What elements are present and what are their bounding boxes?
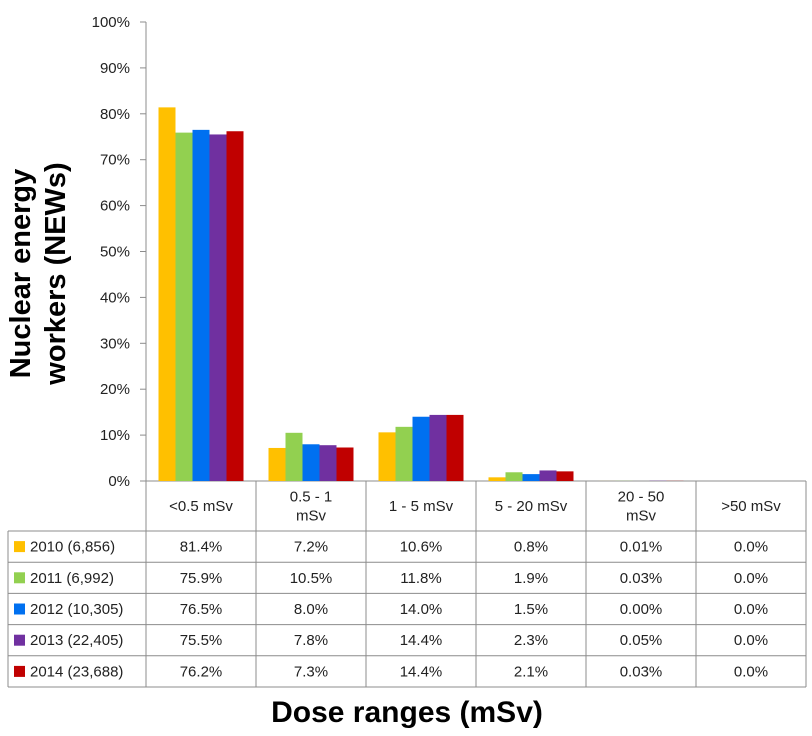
y-tick-label: 60% — [100, 198, 130, 215]
y-tick-label: 100% — [92, 14, 130, 31]
legend-series-name: 2010 (6,856) — [30, 539, 115, 556]
bar — [176, 133, 193, 481]
data-table-cell: 0.0% — [734, 539, 768, 556]
data-table-cell: 0.00% — [620, 601, 663, 618]
bar — [447, 415, 464, 481]
bar — [320, 445, 337, 481]
bar — [227, 131, 244, 481]
bar — [286, 433, 303, 481]
data-table-cell: 10.5% — [290, 570, 333, 587]
bar — [557, 471, 574, 481]
data-table-cell: 14.0% — [400, 601, 443, 618]
data-table-cell: 76.5% — [180, 601, 223, 618]
data-table-cell: 7.3% — [294, 663, 328, 680]
y-tick-label: 80% — [100, 106, 130, 123]
bar — [193, 130, 210, 481]
y-axis-title: Nuclear energy — [5, 169, 37, 379]
x-category-label: 5 - 20 mSv — [495, 498, 568, 515]
y-tick-label: 40% — [100, 289, 130, 306]
data-table-cell: 14.4% — [400, 632, 443, 649]
y-tick-label: 90% — [100, 60, 130, 77]
legend-series-name: 2014 (23,688) — [30, 663, 123, 680]
data-table-cell: 0.0% — [734, 601, 768, 618]
x-category-label: <0.5 mSv — [169, 498, 233, 515]
x-category-label: 1 - 5 mSv — [389, 498, 454, 515]
y-axis-title: workers (NEWs) — [40, 162, 72, 385]
bar — [210, 134, 227, 481]
legend-series-name: 2012 (10,305) — [30, 601, 123, 618]
y-tick-label: 30% — [100, 335, 130, 352]
data-table-cell: 76.2% — [180, 663, 223, 680]
y-tick-label: 10% — [100, 427, 130, 444]
x-category-label: 0.5 - 1 — [290, 489, 333, 506]
legend-swatch — [14, 541, 25, 552]
data-table-cell: 75.9% — [180, 570, 223, 587]
bar — [506, 472, 523, 481]
legend-series-name: 2013 (22,405) — [30, 632, 123, 649]
data-table-cell: 7.8% — [294, 632, 328, 649]
x-axis-title: Dose ranges (mSv) — [271, 696, 543, 729]
legend-series-name: 2011 (6,992) — [30, 570, 114, 587]
legend-swatch — [14, 604, 25, 615]
legend-swatch — [14, 635, 25, 646]
data-table-cell: 0.01% — [620, 539, 663, 556]
bar — [269, 448, 286, 481]
data-table-cell: 81.4% — [180, 539, 223, 556]
data-table-cell: 2.3% — [514, 632, 548, 649]
data-table-cell: 0.0% — [734, 663, 768, 680]
bar — [159, 107, 176, 481]
legend-swatch — [14, 572, 25, 583]
data-table-cell: 14.4% — [400, 663, 443, 680]
x-category-label: mSv — [296, 508, 327, 525]
y-tick-label: 0% — [108, 473, 130, 490]
data-table-cell: 0.05% — [620, 632, 663, 649]
bar — [303, 444, 320, 481]
bar — [396, 427, 413, 481]
data-table-cell: 0.0% — [734, 632, 768, 649]
x-category-label: >50 mSv — [721, 498, 781, 515]
x-category-label: mSv — [626, 508, 657, 525]
bar — [337, 447, 354, 481]
data-table-cell: 11.8% — [400, 570, 441, 587]
data-table-cell: 0.03% — [620, 570, 663, 587]
data-table-cell: 1.5% — [514, 601, 548, 618]
y-tick-label: 70% — [100, 152, 130, 169]
data-table-cell: 0.0% — [734, 570, 768, 587]
bar — [489, 477, 506, 481]
data-table-cell: 8.0% — [294, 601, 328, 618]
data-table-cell: 2.1% — [514, 663, 548, 680]
x-category-label: 20 - 50 — [618, 489, 665, 506]
bar — [379, 432, 396, 481]
data-table-cell: 10.6% — [400, 539, 443, 556]
data-table-cell: 1.9% — [514, 570, 548, 587]
bar — [540, 470, 557, 481]
bar — [523, 474, 540, 481]
bar — [413, 417, 430, 481]
data-table-cell: 0.8% — [514, 539, 548, 556]
data-table-cell: 7.2% — [294, 539, 328, 556]
legend-swatch — [14, 666, 25, 677]
y-tick-label: 20% — [100, 381, 130, 398]
data-table-cell: 75.5% — [180, 632, 223, 649]
y-tick-label: 50% — [100, 244, 130, 261]
data-table-cell: 0.03% — [620, 663, 663, 680]
bar — [430, 415, 447, 481]
